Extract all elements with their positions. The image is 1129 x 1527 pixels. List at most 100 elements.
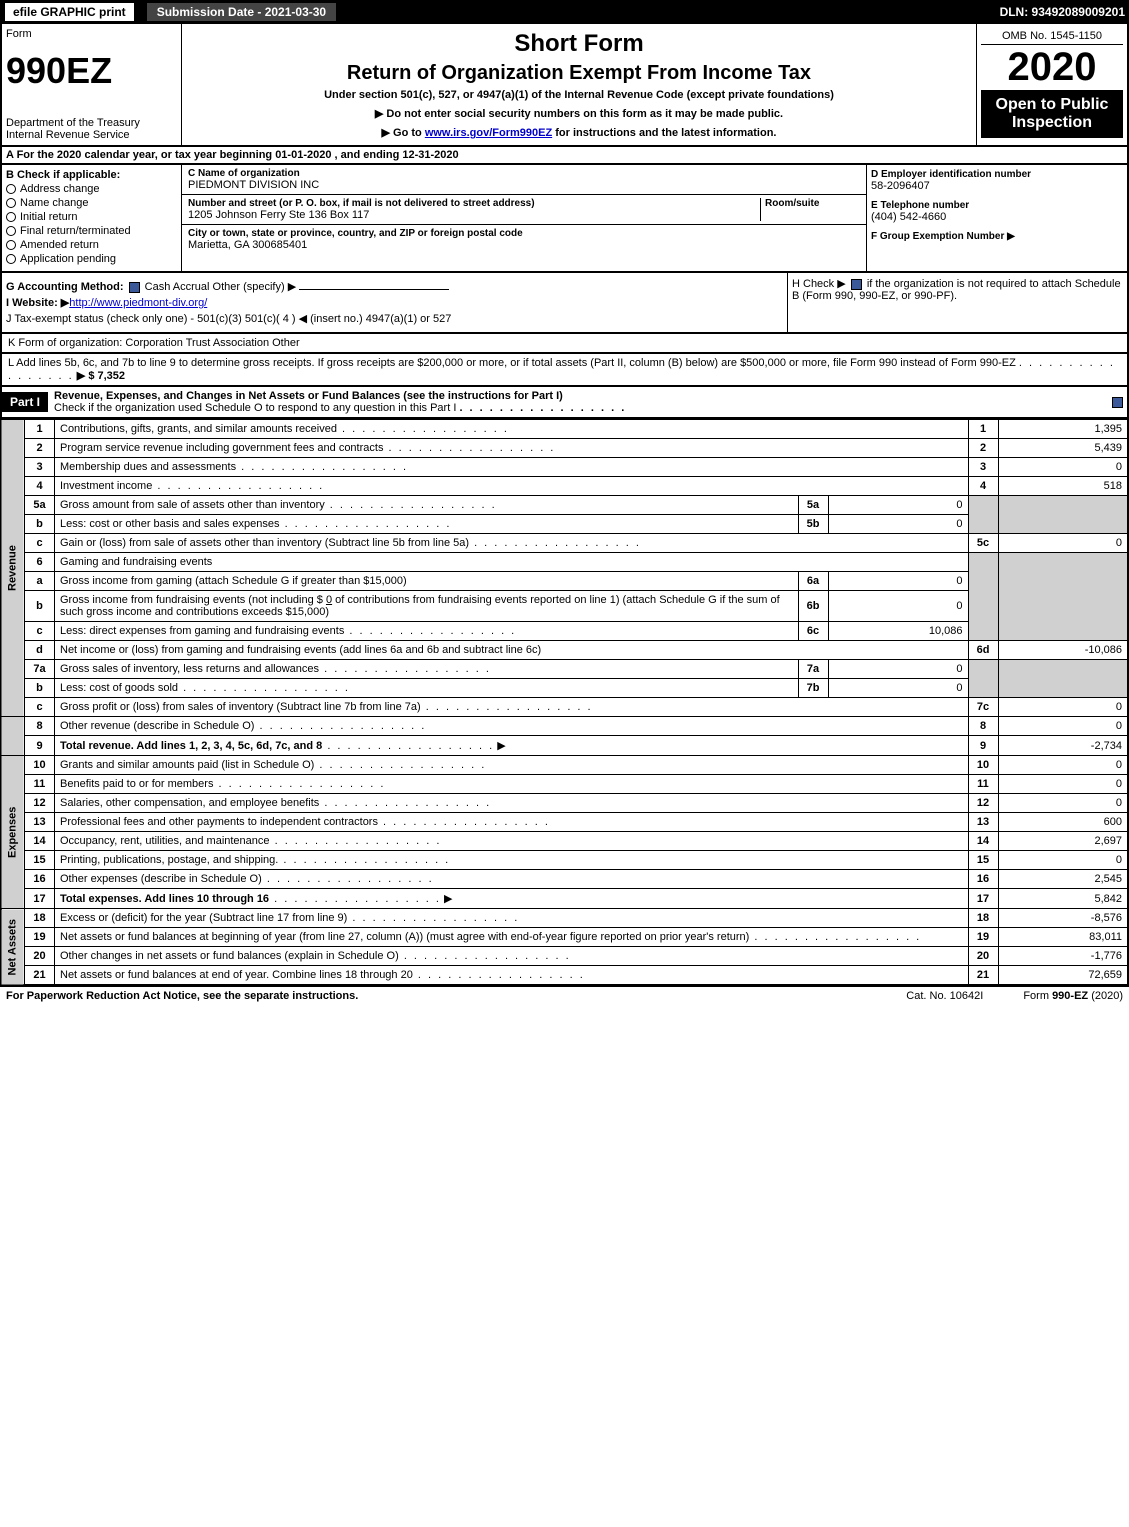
line-16-text: Other expenses (describe in Schedule O) — [60, 873, 262, 885]
line-16-val: 2,545 — [998, 870, 1128, 889]
line-6c-sub: 6c — [798, 622, 828, 641]
check-final-return[interactable]: Final return/terminated — [6, 225, 177, 237]
top-bar: efile GRAPHIC print Submission Date - 20… — [0, 0, 1129, 24]
line-1-val: 1,395 — [998, 420, 1128, 439]
main-table: Revenue 1 Contributions, gifts, grants, … — [0, 419, 1129, 986]
check-name-change[interactable]: Name change — [6, 197, 177, 209]
tax-year: 2020 — [981, 45, 1123, 90]
check-initial-return[interactable]: Initial return — [6, 211, 177, 223]
footer-center: Cat. No. 10642I — [906, 990, 983, 1002]
line-6c-text: Less: direct expenses from gaming and fu… — [60, 625, 344, 637]
line-15-val: 0 — [998, 851, 1128, 870]
part-i-header: Part I Revenue, Expenses, and Changes in… — [0, 387, 1129, 419]
net-assets-label: Net Assets — [1, 909, 25, 986]
line-7b-subval: 0 — [828, 679, 968, 698]
line-12-val: 0 — [998, 794, 1128, 813]
line-8-no: 8 — [968, 717, 998, 736]
tel-label: E Telephone number — [871, 200, 1123, 211]
section-g-h-i-j: G Accounting Method: Cash Accrual Other … — [0, 273, 1129, 334]
org-name-label: C Name of organization — [188, 168, 860, 179]
line-6d-val: -10,086 — [998, 641, 1128, 660]
dept-treasury: Department of the Treasury — [6, 117, 177, 129]
line-17-text: Total expenses. Add lines 10 through 16 — [60, 893, 269, 905]
line-7b-sub: 7b — [798, 679, 828, 698]
check-cash[interactable] — [129, 282, 140, 293]
line-18-no: 18 — [968, 909, 998, 928]
goto-suffix: for instructions and the latest informat… — [552, 127, 776, 139]
line-11-val: 0 — [998, 775, 1128, 794]
line-7a-sub: 7a — [798, 660, 828, 679]
form-label: Form — [6, 28, 177, 40]
line-6b-sub: 6b — [798, 591, 828, 622]
line-5a-sub: 5a — [798, 496, 828, 515]
irs-link[interactable]: www.irs.gov/Form990EZ — [425, 127, 552, 139]
line-3-no: 3 — [968, 458, 998, 477]
check-schedule-o[interactable] — [1112, 397, 1123, 408]
part-i-label: Part I — [2, 392, 48, 412]
form-header: Form 990EZ Department of the Treasury In… — [0, 24, 1129, 147]
line-1-text: Contributions, gifts, grants, and simila… — [60, 423, 337, 435]
group-exemption-label: F Group Exemption Number ▶ — [871, 231, 1123, 242]
check-schedule-b[interactable] — [851, 279, 862, 290]
tel-value: (404) 542-4660 — [871, 211, 1123, 223]
header-center: Short Form Return of Organization Exempt… — [182, 24, 977, 145]
footer-left: For Paperwork Reduction Act Notice, see … — [6, 990, 866, 1002]
check-address-change[interactable]: Address change — [6, 183, 177, 195]
street-label: Number and street (or P. O. box, if mail… — [188, 198, 760, 209]
check-amended-return[interactable]: Amended return — [6, 239, 177, 251]
line-3-val: 0 — [998, 458, 1128, 477]
return-title: Return of Organization Exempt From Incom… — [188, 62, 970, 85]
line-12-text: Salaries, other compensation, and employ… — [60, 797, 319, 809]
line-20-no: 20 — [968, 947, 998, 966]
check-application-pending[interactable]: Application pending — [6, 253, 177, 265]
line-16-no: 16 — [968, 870, 998, 889]
line-5b-sub: 5b — [798, 515, 828, 534]
col-c-org-info: C Name of organization PIEDMONT DIVISION… — [182, 165, 867, 271]
part-i-title: Revenue, Expenses, and Changes in Net As… — [54, 390, 563, 402]
line-17-no: 17 — [968, 889, 998, 909]
form-number: 990EZ — [6, 50, 177, 92]
line-6d-no: 6d — [968, 641, 998, 660]
omb-number: OMB No. 1545-1150 — [981, 28, 1123, 45]
line-7a-text: Gross sales of inventory, less returns a… — [60, 663, 319, 675]
line-4-no: 4 — [968, 477, 998, 496]
line-g: G Accounting Method: Cash Accrual Other … — [6, 280, 783, 293]
col-d-ein: D Employer identification number 58-2096… — [867, 165, 1127, 271]
line-21-val: 72,659 — [998, 966, 1128, 986]
line-7c-no: 7c — [968, 698, 998, 717]
city-value: Marietta, GA 300685401 — [188, 239, 860, 251]
line-19-no: 19 — [968, 928, 998, 947]
line-6a-sub: 6a — [798, 572, 828, 591]
line-20-text: Other changes in net assets or fund bala… — [60, 950, 399, 962]
part-i-check-line: Check if the organization used Schedule … — [54, 402, 456, 414]
line-10-text: Grants and similar amounts paid (list in… — [60, 759, 314, 771]
goto-prefix: ▶ Go to — [382, 127, 425, 139]
line-7c-val: 0 — [998, 698, 1128, 717]
line-2-val: 5,439 — [998, 439, 1128, 458]
line-7a-subval: 0 — [828, 660, 968, 679]
line-i: I Website: ▶http://www.piedmont-div.org/ — [6, 296, 783, 309]
line-21-no: 21 — [968, 966, 998, 986]
line-19-text: Net assets or fund balances at beginning… — [60, 931, 749, 943]
line-9-text: Total revenue. Add lines 1, 2, 3, 4, 5c,… — [60, 740, 322, 752]
open-to-public: Open to Public Inspection — [981, 90, 1123, 138]
section-h: H Check ▶ if the organization is not req… — [787, 273, 1127, 332]
line-4-val: 518 — [998, 477, 1128, 496]
line-5b-subval: 0 — [828, 515, 968, 534]
line-5c-no: 5c — [968, 534, 998, 553]
line-6d-text: Net income or (loss) from gaming and fun… — [60, 644, 541, 656]
efile-print-btn[interactable]: efile GRAPHIC print — [4, 2, 135, 22]
line-11-text: Benefits paid to or for members — [60, 778, 213, 790]
row-l: L Add lines 5b, 6c, and 7b to line 9 to … — [0, 354, 1129, 387]
line-6b-text: Gross income from fundraising events (no… — [60, 594, 326, 606]
website-link[interactable]: http://www.piedmont-div.org/ — [69, 297, 207, 309]
line-18-val: -8,576 — [998, 909, 1128, 928]
line-6a-text: Gross income from gaming (attach Schedul… — [60, 575, 407, 587]
line-20-val: -1,776 — [998, 947, 1128, 966]
line-5a-text: Gross amount from sale of assets other t… — [60, 499, 325, 511]
line-6a-subval: 0 — [828, 572, 968, 591]
org-name: PIEDMONT DIVISION INC — [188, 179, 860, 191]
ein-value: 58-2096407 — [871, 180, 1123, 192]
line-9-val: -2,734 — [998, 736, 1128, 756]
line-8-text: Other revenue (describe in Schedule O) — [60, 720, 254, 732]
